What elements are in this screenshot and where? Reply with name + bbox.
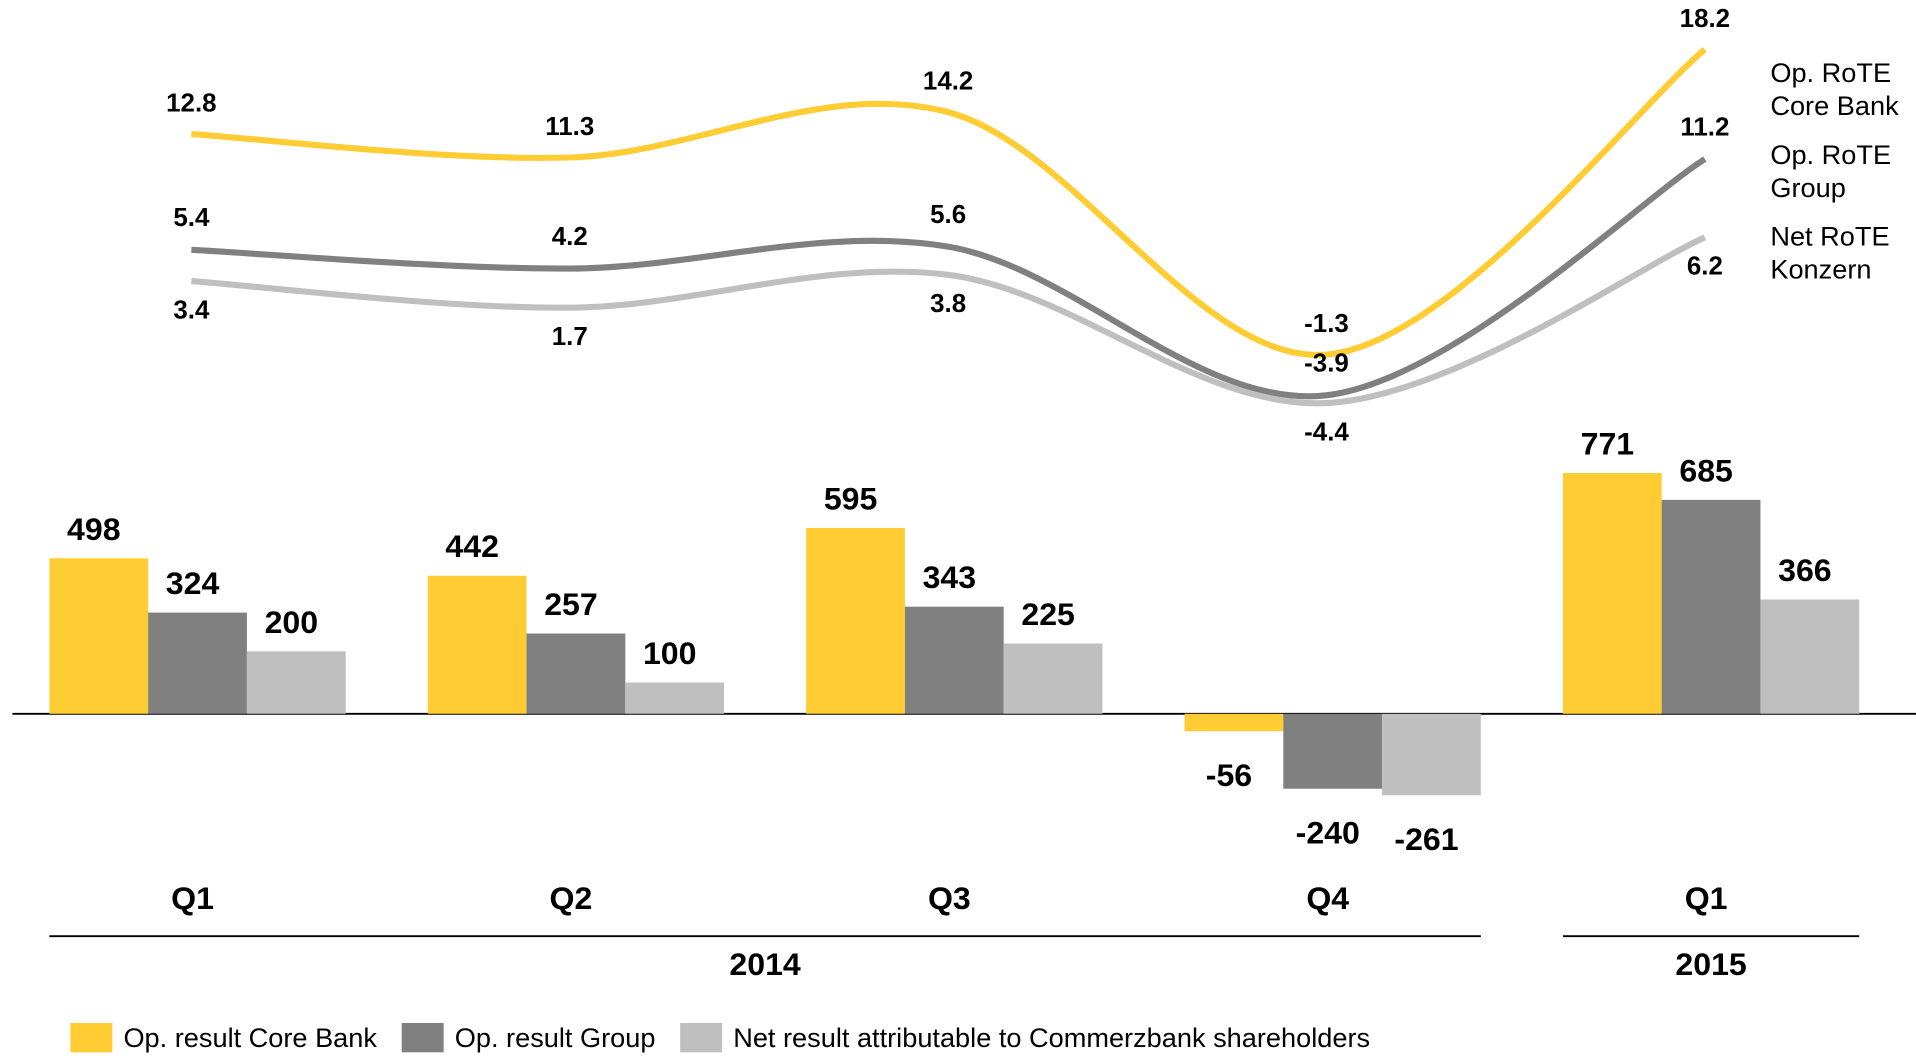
bar-value-label: 343	[923, 559, 977, 595]
bar	[1661, 499, 1761, 714]
line-value-label: 3.8	[930, 290, 966, 318]
x-tick-label: Q2	[550, 880, 593, 916]
series-label: Op. RoTE Group	[1770, 139, 1892, 203]
line-value-label: 5.6	[930, 201, 966, 229]
bar-value-label: 442	[445, 528, 499, 564]
group-label: 2015	[1675, 946, 1746, 982]
legend-label: Net result attributable to Commerzbank s…	[733, 1023, 1370, 1053]
line-value-label: 1.7	[552, 323, 588, 351]
line-value-label: -1.3	[1304, 310, 1349, 338]
bar-value-label: 595	[824, 481, 878, 517]
bar	[1283, 713, 1383, 789]
bar-value-label: 100	[643, 635, 697, 671]
series-label-box: Net RoTE Konzern	[1770, 221, 1890, 285]
x-tick-label: Q3	[928, 880, 971, 916]
line-value-label: 11.2	[1680, 113, 1729, 141]
bar	[625, 682, 725, 714]
bar-value-label: 498	[67, 511, 121, 547]
line-value-label: 3.4	[173, 297, 210, 325]
series-label: Op. RoTE Core Bank	[1770, 57, 1899, 121]
bar	[246, 651, 346, 714]
x-tick-label: Q4	[1306, 880, 1349, 916]
bar-value-label: -56	[1206, 757, 1252, 793]
legend-label: Op. result Group	[455, 1023, 656, 1053]
bar-value-label: 324	[166, 565, 220, 601]
bar	[1760, 599, 1860, 714]
legend-label: Op. result Core Bank	[123, 1023, 377, 1053]
line	[191, 234, 1707, 407]
bar	[1184, 713, 1284, 732]
group-label: 2014	[729, 946, 801, 982]
series-label: Net RoTE Konzern	[1770, 221, 1890, 285]
line-value-label: 11.3	[545, 113, 594, 141]
bar	[427, 575, 527, 714]
x-tick-label: Q1	[171, 880, 214, 916]
line-value-label: 6.2	[1687, 253, 1723, 281]
bar	[806, 527, 905, 714]
bar	[1562, 473, 1662, 714]
line	[191, 47, 1707, 358]
line-value-label: -3.9	[1304, 350, 1349, 378]
bar-value-label: -240	[1296, 815, 1360, 851]
line-value-label: 12.8	[166, 90, 216, 118]
line-value-label: 18.2	[1680, 5, 1730, 33]
line	[191, 156, 1707, 400]
series-label-box: Op. RoTE Core Bank	[1770, 57, 1899, 121]
legend-swatch	[401, 1023, 444, 1053]
bar-value-label: 225	[1021, 596, 1075, 632]
bar	[1003, 643, 1103, 714]
line-value-label: 5.4	[173, 204, 210, 232]
bar	[904, 606, 1004, 714]
bar	[1382, 713, 1481, 796]
bar-value-label: 257	[544, 586, 598, 622]
legend-swatch	[680, 1023, 723, 1053]
line-value-label: 14.2	[923, 68, 973, 96]
series-label-box: Op. RoTE Group	[1770, 139, 1892, 203]
bar-value-label: 771	[1581, 426, 1635, 462]
line-value-label: 4.2	[552, 223, 588, 251]
x-tick-label: Q1	[1685, 880, 1728, 916]
line-value-label: -4.4	[1304, 419, 1349, 447]
bar-value-label: 200	[265, 604, 319, 640]
bar	[49, 558, 149, 714]
bar	[148, 612, 247, 714]
bar-value-label: -261	[1394, 821, 1458, 857]
legend-swatch	[70, 1023, 113, 1053]
bar	[526, 633, 626, 714]
bar-value-label: 366	[1778, 552, 1832, 588]
bar-value-label: 685	[1679, 453, 1733, 489]
